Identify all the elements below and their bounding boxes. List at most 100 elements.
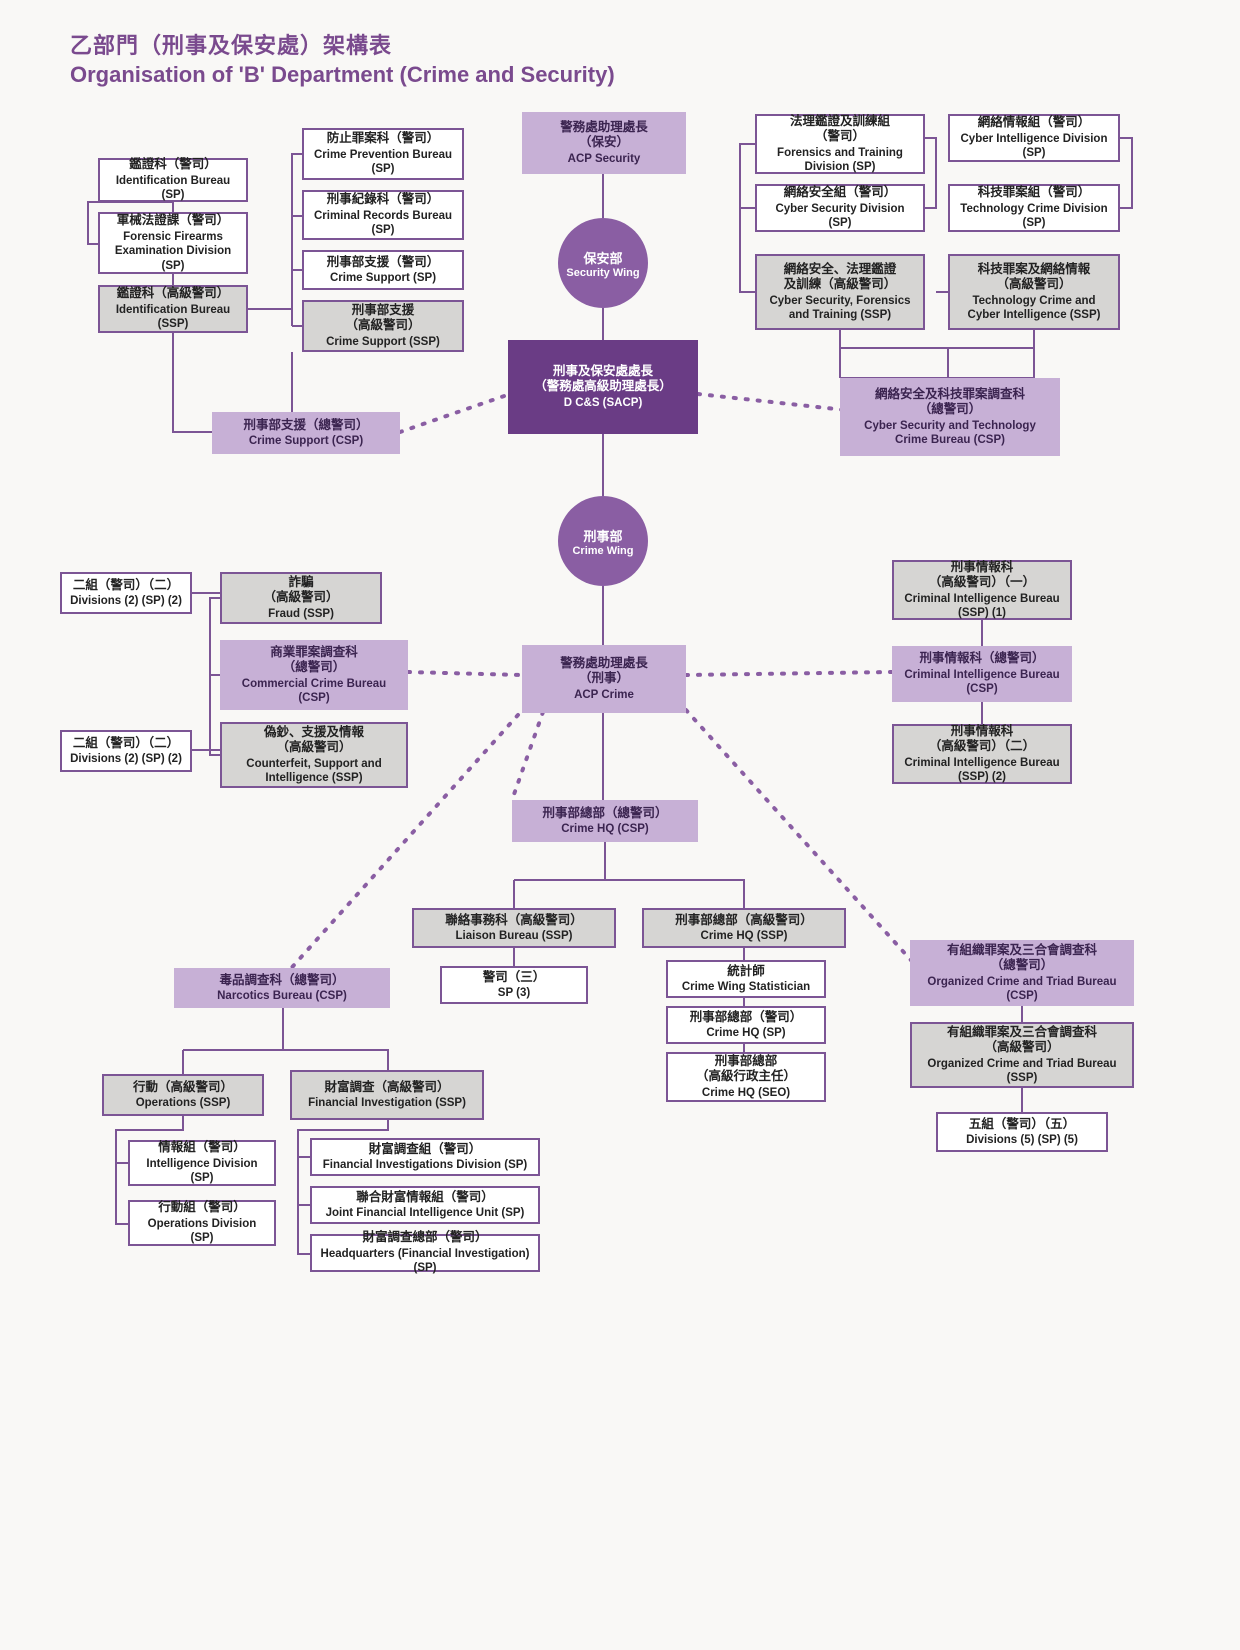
node-label-en: Crime HQ (SSP) [701, 929, 788, 943]
node-label-zh: 保安部 [583, 248, 622, 267]
box-cstcb: 網絡安全及科技罪案調查科（總警司）Cyber Security and Tech… [840, 378, 1060, 456]
node-label-en: Security Wing [566, 267, 639, 279]
node-label-zh: 刑事部總部（高級行政主任） [696, 1054, 796, 1085]
node-label-zh: 行動（高級警司） [133, 1080, 233, 1096]
node-label-en: Operations Division (SP) [136, 1217, 268, 1246]
node-label-zh: 鑑證科（警司） [129, 157, 217, 173]
node-label-zh: 軍械法證課（警司） [117, 213, 230, 229]
node-label-en: Criminal Records Bureau (SP) [310, 209, 456, 238]
node-label-en: Headquarters (Financial Investigation) (… [318, 1247, 532, 1276]
box-cw-stat: 統計師Crime Wing Statistician [666, 960, 826, 998]
box-id-ssp: 鑑證科（高級警司）Identification Bureau (SSP) [98, 285, 248, 333]
box-cs-sp: 刑事部支援（警司）Crime Support (SP) [302, 250, 464, 290]
box-div5: 五組（警司）（五）Divisions (5) (SP) (5) [936, 1112, 1108, 1152]
node-label-en: Technology Crime Division (SP) [956, 202, 1112, 231]
box-ops-div: 行動組（警司）Operations Division (SP) [128, 1200, 276, 1246]
node-label-en: Criminal Intelligence Bureau (CSP) [900, 668, 1064, 697]
node-label-en: Fraud (SSP) [268, 607, 334, 621]
node-label-en: Commercial Crime Bureau (CSP) [228, 677, 400, 706]
box-crb: 刑事紀錄科（警司）Criminal Records Bureau (SP) [302, 190, 464, 240]
node-label-zh: 警務處助理處長（刑事） [560, 656, 648, 687]
node-label-zh: 統計師 [727, 964, 765, 980]
box-nb: 毒品調查科（總警司）Narcotics Bureau (CSP) [174, 968, 390, 1008]
node-label-zh: 刑事部總部（警司） [690, 1010, 803, 1026]
box-ccb: 商業罪案調查科（總警司）Commercial Crime Bureau (CSP… [220, 640, 408, 710]
box-fi-ssp: 財富調查（高級警司）Financial Investigation (SSP) [290, 1070, 484, 1120]
box-ffed: 軍械法證課（警司）Forensic Firearms Examination D… [98, 212, 248, 274]
box-chq-sp: 刑事部總部（警司）Crime HQ (SP) [666, 1006, 826, 1044]
box-hq-fi: 財富調查總部（警司）Headquarters (Financial Invest… [310, 1234, 540, 1272]
node-label-zh: 刑事情報科（總警司） [919, 651, 1044, 667]
node-label-zh: 刑事部總部（總警司） [542, 806, 667, 822]
node-label-en: Crime Wing [572, 545, 633, 557]
node-label-en: D C&S (SACP) [564, 396, 643, 410]
title-zh: 乙部門（刑事及保安處）架構表 [70, 28, 615, 60]
box-fi-div: 財富調查組（警司）Financial Investigations Divisi… [310, 1138, 540, 1176]
node-label-en: Crime Support (SP) [330, 271, 436, 285]
node-label-zh: 網絡安全組（警司） [784, 185, 897, 201]
node-label-zh: 聯絡事務科（高級警司） [445, 913, 583, 929]
node-label-zh: 鑑證科（高級警司） [117, 286, 230, 302]
box-tcd: 科技罪案組（警司）Technology Crime Division (SP) [948, 184, 1120, 232]
node-label-zh: 警務處助理處長（保安） [560, 120, 648, 151]
box-cib2: 刑事情報科（高級警司）（二）Criminal Intelligence Bure… [892, 724, 1072, 784]
node-label-zh: 刑事部總部（高級警司） [675, 913, 813, 929]
node-label-zh: 五組（警司）（五） [969, 1117, 1075, 1133]
node-label-en: ACP Security [568, 152, 641, 166]
node-label-zh: 商業罪案調查科（總警司） [270, 645, 358, 676]
box-cs-ssp: 刑事部支援（高級警司）Crime Support (SSP) [302, 300, 464, 352]
node-label-zh: 刑事部 [583, 526, 622, 545]
node-label-en: Crime Support (SSP) [326, 335, 440, 349]
org-chart-canvas: 乙部門（刑事及保安處）架構表 Organisation of 'B' Depar… [0, 0, 1240, 1650]
node-label-zh: 網絡安全、法理鑑證及訓練（高級警司） [784, 262, 897, 293]
box-jfiu: 聯合財富情報組（警司）Joint Financial Intelligence … [310, 1186, 540, 1224]
box-liaison: 聯絡事務科（高級警司）Liaison Bureau (SSP) [412, 908, 616, 948]
node-label-zh: 科技罪案及網絡情報（高級警司） [978, 262, 1091, 293]
node-label-en: Divisions (2) (SP) (2) [70, 594, 182, 608]
circle-sec-wing: 保安部Security Wing [558, 218, 648, 308]
box-cs-csp: 刑事部支援（總警司）Crime Support (CSP) [212, 412, 400, 454]
box-cib-csp: 刑事情報科（總警司）Criminal Intelligence Bureau (… [892, 646, 1072, 702]
node-label-zh: 科技罪案組（警司） [978, 185, 1091, 201]
node-label-en: Crime HQ (CSP) [561, 822, 649, 836]
node-label-en: Forensics and Training Division (SP) [763, 146, 917, 175]
box-intel-div: 情報組（警司）Intelligence Division (SP) [128, 1140, 276, 1186]
node-label-en: Organized Crime and Triad Bureau (SSP) [918, 1057, 1126, 1086]
box-fraud: 詐騙（高級警司）Fraud (SSP) [220, 572, 382, 624]
box-octb-csp: 有組織罪案及三合會調查科（總警司）Organized Crime and Tri… [910, 940, 1134, 1006]
node-label-zh: 聯合財富情報組（警司） [356, 1190, 494, 1206]
node-label-en: Narcotics Bureau (CSP) [217, 989, 347, 1003]
node-label-en: Joint Financial Intelligence Unit (SP) [326, 1206, 525, 1220]
node-label-zh: 詐騙（高級警司） [263, 575, 338, 606]
box-acp-security: 警務處助理處長（保安）ACP Security [522, 112, 686, 174]
node-label-en: Intelligence Division (SP) [136, 1157, 268, 1186]
node-label-zh: 防止罪案科（警司） [327, 131, 440, 147]
box-sp3: 警司（三）SP (3) [440, 966, 588, 1004]
box-cid: 網絡情報組（警司）Cyber Intelligence Division (SP… [948, 114, 1120, 162]
node-label-zh: 財富調查總部（警司） [362, 1230, 487, 1246]
node-label-zh: 警司（三） [483, 970, 546, 986]
node-label-zh: 刑事情報科（高級警司）（二） [929, 724, 1035, 755]
box-ftd: 法理鑑證及訓練組（警司）Forensics and Training Divis… [755, 114, 925, 174]
node-label-en: Financial Investigations Division (SP) [323, 1158, 527, 1172]
box-ops-ssp: 行動（高級警司）Operations (SSP) [102, 1074, 264, 1116]
node-label-zh: 有組織罪案及三合會調查科（高級警司） [947, 1025, 1097, 1056]
node-label-en: Crime Wing Statistician [682, 980, 810, 994]
node-label-en: Operations (SSP) [136, 1096, 231, 1110]
circle-crime-wing: 刑事部Crime Wing [558, 496, 648, 586]
node-label-zh: 財富調查組（警司） [369, 1142, 482, 1158]
node-label-en: Cyber Security, Forensics and Training (… [763, 294, 917, 323]
node-label-zh: 刑事及保安處處長（警務處高級助理處長） [534, 364, 672, 395]
box-cib1: 刑事情報科（高級警司）（一）Criminal Intelligence Bure… [892, 560, 1072, 620]
box-chq-ssp: 刑事部總部（高級警司）Crime HQ (SSP) [642, 908, 846, 948]
node-label-en: Criminal Intelligence Bureau (SSP) (2) [900, 756, 1064, 785]
box-csft: 網絡安全、法理鑑證及訓練（高級警司）Cyber Security, Forens… [755, 254, 925, 330]
node-label-zh: 刑事部支援（高級警司） [345, 303, 420, 334]
node-label-zh: 毒品調查科（總警司） [219, 973, 344, 989]
node-label-en: Organized Crime and Triad Bureau (CSP) [918, 975, 1126, 1004]
node-label-en: Liaison Bureau (SSP) [456, 929, 573, 943]
node-label-en: Forensic Firearms Examination Division (… [106, 230, 240, 273]
box-csi: 偽鈔、支援及情報（高級警司）Counterfeit, Support and I… [220, 722, 408, 788]
node-label-zh: 刑事部支援（總警司） [243, 418, 368, 434]
node-label-en: SP (3) [498, 986, 530, 1000]
